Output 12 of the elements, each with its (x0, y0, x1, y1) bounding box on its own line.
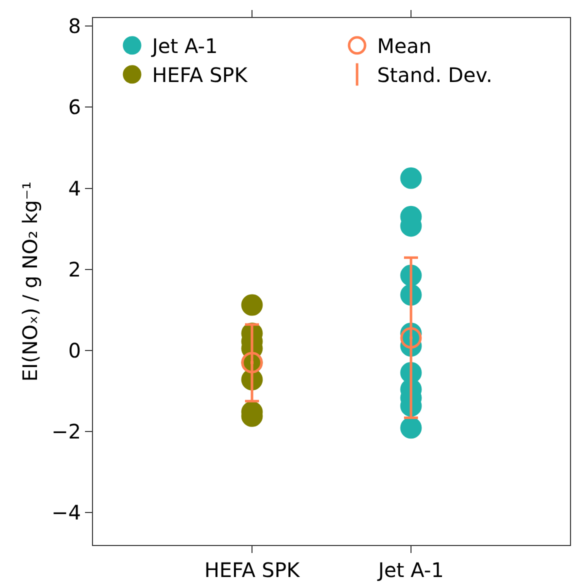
y-tick-label: −2 (52, 419, 81, 444)
y-tick-label: 6 (68, 95, 81, 120)
y-tick-label: −4 (52, 500, 81, 525)
legend-label: Stand. Dev. (377, 63, 492, 88)
y-tick-label: 2 (68, 257, 81, 282)
legend-label: Jet A-1 (150, 34, 218, 58)
legend-label: Mean (377, 34, 432, 58)
y-tick-label: 0 (68, 338, 81, 362)
y-axis-title: EI(NOₓ) / g NO₂ kg⁻¹ (18, 181, 42, 382)
y-tick-label: 8 (68, 14, 81, 38)
y-tick-label: 4 (68, 176, 81, 200)
legend-label: HEFA SPK (152, 63, 248, 88)
